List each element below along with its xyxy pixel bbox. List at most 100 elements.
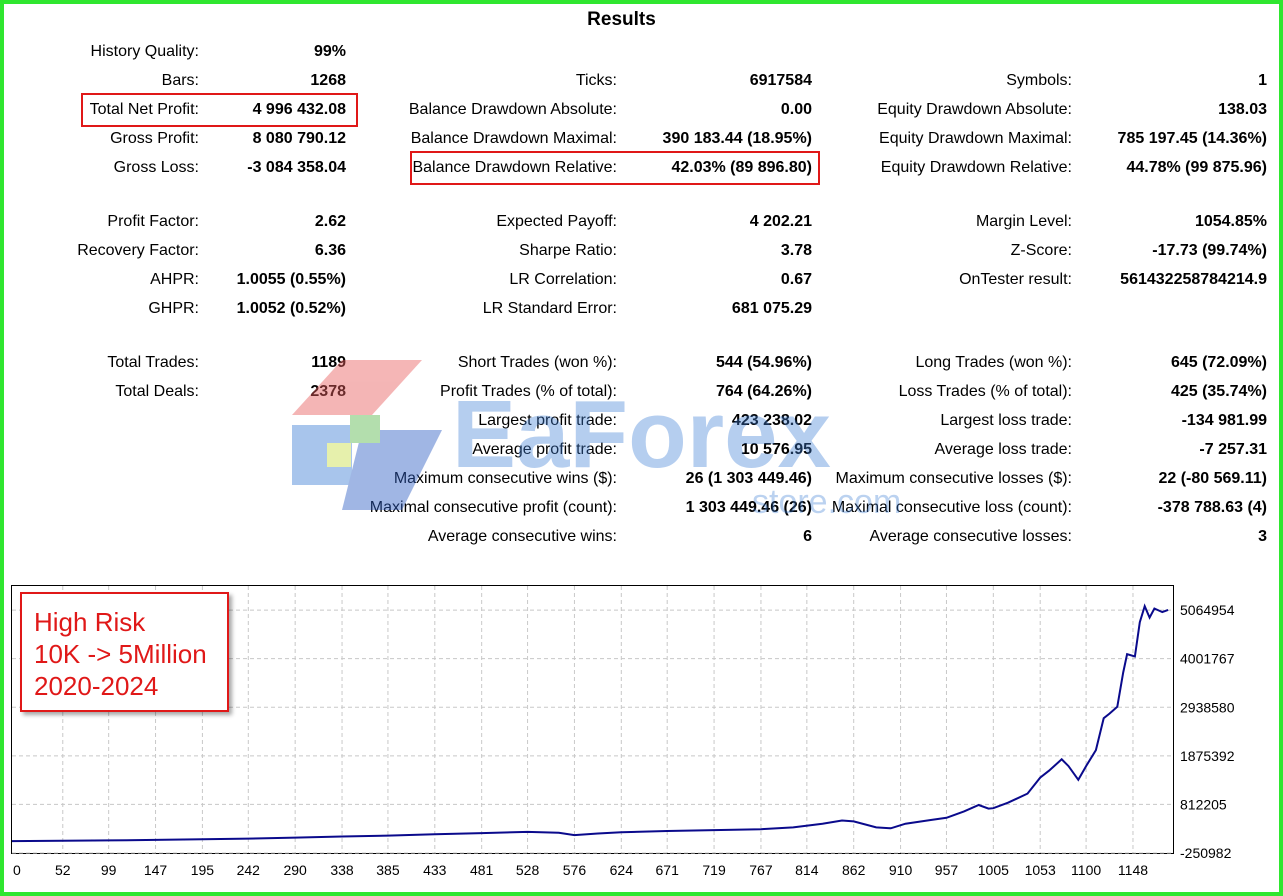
stat-label: Total Trades: (107, 354, 199, 371)
stat-value: 2378 (310, 383, 346, 400)
stat-value: 3 (1258, 528, 1267, 545)
stat-value: 785 197.45 (14.36%) (1117, 130, 1267, 147)
x-tick-label: 147 (144, 862, 168, 878)
stat-label: Average loss trade: (934, 441, 1072, 458)
y-tick-label: 1875392 (1180, 748, 1235, 764)
stat-label: Loss Trades (% of total): (898, 383, 1072, 400)
stat-value: 44.78% (99 875.96) (1126, 159, 1267, 176)
stat-label: Sharpe Ratio: (519, 242, 617, 259)
stat-label: Balance Drawdown Absolute: (408, 101, 617, 118)
y-tick-label: 812205 (1180, 796, 1227, 812)
stat-value: 2.62 (314, 213, 346, 230)
stat-label: Maximal consecutive loss (count): (831, 499, 1072, 516)
stat-label: Long Trades (won %): (915, 354, 1072, 371)
x-tick-label: 338 (330, 862, 354, 878)
stat-value: 0.67 (780, 271, 812, 288)
stat-value: 645 (72.09%) (1170, 354, 1267, 371)
x-tick-label: 528 (516, 862, 540, 878)
stat-label: Gross Profit: (110, 130, 199, 147)
stat-label: Equity Drawdown Relative: (880, 159, 1072, 176)
stat-value: 6 (803, 528, 812, 545)
stat-value: 1 303 449.46 (26) (685, 499, 812, 516)
x-tick-label: 862 (842, 862, 866, 878)
stat-label: Maximal consecutive profit (count): (369, 499, 617, 516)
stat-label: Total Net Profit: (89, 101, 199, 118)
stat-label: Z-Score: (1010, 242, 1072, 259)
stat-value: 681 075.29 (731, 300, 812, 317)
highlight-box (410, 151, 820, 185)
x-tick-label: 910 (889, 862, 913, 878)
stat-label: Symbols: (1006, 72, 1072, 89)
stat-label: LR Correlation: (509, 271, 617, 288)
stat-label: Average consecutive losses: (869, 528, 1072, 545)
stat-value: -17.73 (99.74%) (1152, 242, 1267, 259)
stat-label: Profit Trades (% of total): (440, 383, 617, 400)
x-tick-label: 1053 (1025, 862, 1056, 878)
stat-value: 8 080 790.12 (252, 130, 346, 147)
stat-value: 764 (64.26%) (715, 383, 812, 400)
x-tick-label: 99 (101, 862, 117, 878)
stat-value: 390 183.44 (18.95%) (662, 130, 812, 147)
stat-value: 10 576.95 (740, 441, 812, 458)
stat-label: Gross Loss: (113, 159, 199, 176)
stat-label: Short Trades (won %): (457, 354, 617, 371)
stat-label: Equity Drawdown Absolute: (877, 101, 1072, 118)
stat-label: Maximum consecutive wins ($): (393, 470, 617, 487)
stat-value: 3.78 (780, 242, 812, 259)
x-tick-label: 1148 (1118, 862, 1148, 878)
x-tick-label: 385 (376, 862, 400, 878)
balance-line (11, 603, 1169, 843)
stat-value: 4 202.21 (749, 213, 812, 230)
stat-value: 26 (1 303 449.46) (685, 470, 812, 487)
x-tick-label: 433 (423, 862, 447, 878)
stat-value: 4 996 432.08 (252, 101, 346, 118)
stat-label: Bars: (161, 72, 199, 89)
y-tick-label: 4001767 (1180, 651, 1235, 667)
stat-label: Total Deals: (115, 383, 199, 400)
risk-annotation-line: 10K -> 5Million (34, 639, 207, 669)
x-tick-label: 1005 (978, 862, 1009, 878)
stat-value: -378 788.63 (4) (1157, 499, 1267, 516)
x-tick-label: 767 (749, 862, 773, 878)
y-tick-label: 5064954 (1180, 602, 1235, 618)
stat-value: 1268 (310, 72, 346, 89)
stat-label: AHPR: (150, 271, 199, 288)
stat-label: LR Standard Error: (482, 300, 617, 317)
results-title: Results (587, 9, 656, 30)
risk-annotation-box: High Risk 10K -> 5Million 2020-2024 (20, 592, 229, 712)
stat-value: 6.36 (314, 242, 346, 259)
stat-label: Maximum consecutive losses ($): (835, 470, 1072, 487)
stat-label: Balance Drawdown Maximal: (410, 130, 617, 147)
stat-label: Ticks: (575, 72, 617, 89)
stat-value: 1189 (311, 354, 346, 371)
stat-value: 42.03% (89 896.80) (671, 159, 812, 176)
stat-value: 138.03 (1218, 101, 1267, 118)
x-tick-label: 0 (13, 862, 21, 878)
stat-value: 1 (1258, 72, 1267, 89)
stat-label: GHPR: (148, 300, 199, 317)
stat-label: Average profit trade: (472, 441, 617, 458)
stat-value: 22 (-80 569.11) (1158, 470, 1267, 487)
stat-value: 6917584 (749, 72, 812, 89)
stat-label: Expected Payoff: (496, 213, 617, 230)
x-tick-label: 481 (470, 862, 494, 878)
x-tick-label: 1100 (1071, 862, 1101, 878)
x-tick-label: 624 (610, 862, 634, 878)
stat-value: 544 (54.96%) (715, 354, 812, 371)
x-tick-label: 671 (656, 862, 680, 878)
stat-value: 423 238.02 (731, 412, 812, 429)
x-tick-label: 242 (237, 862, 261, 878)
stat-value: -3 084 358.04 (247, 159, 346, 176)
y-tick-label: 2938580 (1180, 699, 1235, 715)
x-tick-label: 719 (702, 862, 726, 878)
highlight-box (81, 93, 358, 127)
stat-label: Average consecutive wins: (427, 528, 617, 545)
stat-value: 561432258784214.9 (1120, 271, 1267, 288)
stat-value: 0.00 (780, 101, 812, 118)
stat-label: Largest profit trade: (478, 412, 617, 429)
x-tick-label: 290 (283, 862, 307, 878)
stat-value: -134 981.99 (1181, 412, 1267, 429)
stat-label: Profit Factor: (107, 213, 199, 230)
